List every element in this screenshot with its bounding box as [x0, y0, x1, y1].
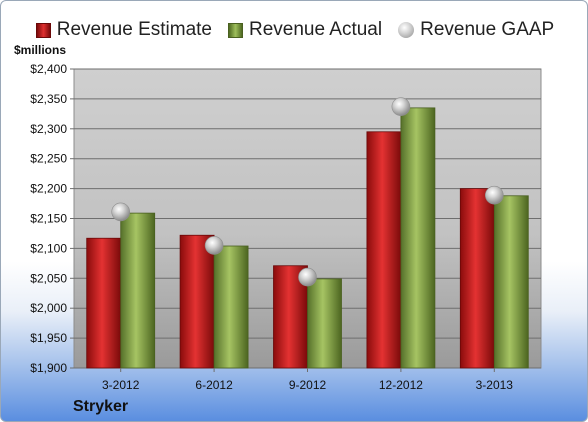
y-tick-label: $2,400 [30, 62, 67, 76]
x-tick-label: 9-2012 [289, 378, 327, 392]
gaap-markers [111, 97, 504, 287]
legend-label-actual: Revenue Actual [249, 19, 383, 40]
company-name: Stryker [73, 398, 129, 415]
y-axis-unit-label: $millions [14, 43, 67, 57]
x-tick-label: 12-2012 [379, 378, 423, 392]
x-tick-label: 3-2012 [102, 378, 140, 392]
bar-revenue-actual [120, 212, 156, 369]
bar-revenue-estimate [179, 234, 215, 369]
y-tick-label: $1,900 [30, 361, 67, 375]
legend-item-estimate: Revenue Estimate [35, 19, 212, 41]
bar-revenue-actual [493, 195, 529, 369]
legend: Revenue Estimate Revenue Actual Revenue … [1, 15, 587, 45]
bar-revenue-estimate [86, 237, 122, 369]
y-tick-label: $2,200 [30, 182, 67, 196]
y-tick-label: $2,100 [30, 241, 67, 255]
y-tick-label: $2,050 [30, 271, 67, 285]
y-tick-label: $2,250 [30, 152, 67, 166]
y-tick-label: $2,000 [30, 301, 67, 315]
x-tick-label: 3-2013 [476, 378, 514, 392]
legend-swatch-estimate [35, 22, 51, 38]
marker-revenue-gaap [484, 185, 504, 205]
bar-revenue-actual [400, 107, 436, 369]
bar-revenue-actual [307, 278, 342, 369]
y-tick-label: $2,300 [30, 122, 67, 136]
legend-swatch-actual [228, 22, 243, 38]
bar-revenue-estimate [459, 188, 495, 369]
x-axis-ticks: 3-2012 6-2012 9-2012 12-2012 3-2013 [102, 368, 513, 392]
marker-revenue-gaap [391, 97, 411, 116]
bar-revenue-actual [213, 245, 249, 369]
marker-revenue-gaap [298, 267, 317, 287]
x-tick-label: 6-2012 [195, 378, 233, 392]
legend-item-gaap: Revenue GAAP [398, 19, 554, 41]
bar-revenue-estimate [366, 131, 402, 369]
legend-swatch-gaap [398, 22, 415, 38]
marker-revenue-gaap [204, 236, 224, 255]
y-tick-label: $1,950 [30, 331, 67, 345]
legend-item-actual: Revenue Actual [228, 19, 382, 41]
y-axis-ticks: $1,900 $1,950 $2,000 $2,050 $2,100 $2,150 $2,2… [30, 62, 74, 375]
marker-revenue-gaap [111, 202, 130, 222]
y-tick-label: $2,350 [30, 92, 67, 106]
y-tick-label: $2,150 [30, 212, 67, 226]
legend-label-estimate: Revenue Estimate [56, 19, 212, 40]
legend-label-gaap: Revenue GAAP [420, 19, 555, 40]
